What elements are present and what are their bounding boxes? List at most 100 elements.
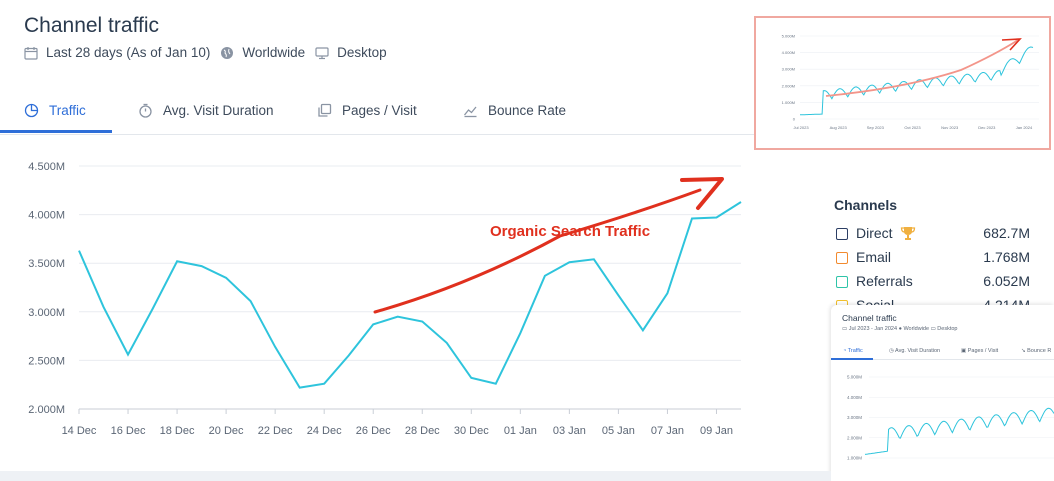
inset2-series-line — [864, 407, 1054, 455]
y-tick-label: 2.000M — [782, 83, 795, 88]
page-title: Channel traffic — [24, 14, 160, 37]
inset-tab-bounce[interactable]: ↘ Bounce R — [1021, 348, 1052, 354]
channel-value: 1.768M — [983, 249, 1030, 265]
y-tick-label: 3.000M — [847, 415, 862, 420]
y-tick-label: 4.500M — [28, 161, 65, 173]
date-range[interactable]: Last 28 days (As of Jan 10) — [46, 45, 211, 60]
inset-active-underline — [831, 358, 873, 360]
inset-series-line — [800, 46, 1034, 116]
x-tick-label: Sep 2023 — [867, 125, 885, 130]
x-tick-label: 14 Dec — [62, 425, 97, 437]
x-tick-label: 20 Dec — [209, 425, 244, 437]
x-tick-label: 01 Jan — [504, 425, 537, 437]
x-tick-label: 26 Dec — [356, 425, 391, 437]
y-tick-label: 3.000M — [28, 307, 65, 319]
x-tick-label: 07 Jan — [651, 425, 684, 437]
inset-tab-pages[interactable]: ▣ Pages / Visit — [961, 348, 999, 354]
bottom-divider — [0, 471, 831, 481]
y-tick-label: 4.000M — [782, 50, 795, 55]
inset-tab-label: Traffic — [847, 348, 863, 354]
calendar-icon: ▭ — [842, 326, 848, 332]
y-tick-label: 1.000M — [847, 456, 862, 461]
bounce-icon — [463, 106, 477, 117]
trophy-icon — [900, 227, 916, 240]
x-tick-label: 03 Jan — [553, 425, 586, 437]
x-tick-label: Nov 2023 — [941, 125, 959, 130]
pie-chart-icon — [24, 103, 39, 117]
y-tick-label: 3.500M — [28, 258, 65, 270]
metric-tabs: Traffic Avg. Visit Duration Pages / Visi… — [0, 88, 831, 135]
tab-bounce-rate[interactable]: Bounce Rate — [463, 88, 566, 132]
desktop-icon: ▭ — [930, 326, 936, 332]
inset-tab-avg-visit[interactable]: ◷ Avg. Visit Duration — [889, 348, 941, 354]
channel-row-referrals[interactable]: Referrals 6.052M — [836, 273, 1046, 293]
x-tick-label: 16 Dec — [111, 425, 146, 437]
pages-icon — [318, 103, 332, 117]
inset-meta: ▭ Jul 2023 - Jan 2024 ● Worldwide ▭ Desk… — [842, 326, 957, 332]
channels-panel: Channels Direct 682.7M Email 1.768M Refe… — [822, 180, 1054, 310]
tab-label: Bounce Rate — [488, 102, 567, 118]
x-tick-label: 18 Dec — [160, 425, 195, 437]
inset-tab-label: Avg. Visit Duration — [895, 348, 941, 354]
inset-trend-arrow — [825, 39, 1019, 97]
inset-line-chart-2: 1.000M 2.000M 3.000M 4.000M 5.000M — [847, 375, 1054, 461]
inset-divider — [873, 359, 1054, 360]
x-tick-label: Jul 2023 — [793, 125, 809, 130]
inset-region: Worldwide — [903, 326, 930, 332]
inset-tab-label: Bounce R — [1027, 348, 1052, 354]
inset-title: Channel traffic — [842, 313, 897, 323]
region[interactable]: Worldwide — [242, 45, 306, 60]
header-meta: Last 28 days (As of Jan 10) Worldwide De… — [24, 45, 397, 60]
inset-tab-label: Pages / Visit — [967, 348, 999, 354]
channel-value: 682.7M — [983, 225, 1030, 241]
channel-row-direct[interactable]: Direct 682.7M — [836, 225, 1046, 245]
annotation-arrowhead — [680, 177, 724, 210]
tab-label: Avg. Visit Duration — [163, 102, 274, 118]
y-tick-label: 1.000M — [782, 100, 795, 105]
y-tick-label: 5.000M — [847, 375, 862, 380]
y-tick-label: 2.500M — [28, 355, 65, 367]
six-month-chart-inset: 0 1.000M 2.000M 3.000M 4.000M 5.000M Jul 2023… — [754, 16, 1051, 150]
y-tick-label: 4.000M — [28, 210, 65, 222]
legend-swatch — [836, 276, 848, 288]
calendar-icon — [24, 46, 38, 60]
annotation-label: Organic Search Traffic — [490, 223, 650, 240]
inset-device: Desktop — [937, 326, 958, 332]
x-tick-label: 30 Dec — [454, 425, 489, 437]
inset-line-chart: 0 1.000M 2.000M 3.000M 4.000M 5.000M Jul 2023… — [782, 34, 1039, 130]
x-tick-label: 24 Dec — [307, 425, 342, 437]
x-tick-label: Aug 2023 — [830, 125, 848, 130]
tab-traffic[interactable]: Traffic — [24, 88, 86, 132]
y-tick-label: 2.000M — [28, 404, 65, 416]
inset-date-range: Jul 2023 - Jan 2024 — [848, 326, 898, 332]
x-tick-label: 05 Jan — [602, 425, 635, 437]
x-tick-label: Oct 2023 — [904, 125, 921, 130]
desktop-icon — [315, 46, 329, 59]
y-tick-label: 0 — [793, 117, 796, 122]
y-tick-label: 4.000M — [847, 395, 862, 400]
globe-icon — [221, 46, 234, 59]
globe-icon: ● — [898, 326, 902, 332]
y-tick-label: 5.000M — [782, 34, 795, 39]
channel-traffic-inset: Channel traffic ▭ Jul 2023 - Jan 2024 ● … — [831, 305, 1054, 481]
channel-value: 6.052M — [983, 273, 1030, 289]
y-tick-label: 3.000M — [782, 67, 795, 72]
tab-pages-visit[interactable]: Pages / Visit — [317, 88, 417, 132]
channel-name: Email — [856, 249, 892, 265]
inset-tab-traffic[interactable]: ◔ Traffic — [843, 348, 863, 354]
series-line — [78, 201, 742, 389]
timer-icon — [139, 103, 152, 118]
tab-avg-visit-duration[interactable]: Avg. Visit Duration — [138, 88, 274, 132]
device[interactable]: Desktop — [337, 45, 387, 60]
channel-row-email[interactable]: Email 1.768M — [836, 249, 1046, 269]
channel-name: Referrals — [856, 273, 913, 289]
legend-swatch — [836, 228, 848, 240]
y-tick-label: 2.000M — [847, 435, 862, 440]
annotation-arrow — [373, 188, 702, 314]
traffic-line-chart: 2.000M 2.500M 3.000M 3.500M 4.000M 4.500M 14 … — [28, 161, 742, 437]
x-tick-label: 28 Dec — [405, 425, 440, 437]
tab-label: Traffic — [49, 102, 86, 118]
tab-label: Pages / Visit — [342, 102, 417, 118]
x-tick-label: 22 Dec — [258, 425, 293, 437]
channels-title: Channels — [834, 197, 898, 213]
